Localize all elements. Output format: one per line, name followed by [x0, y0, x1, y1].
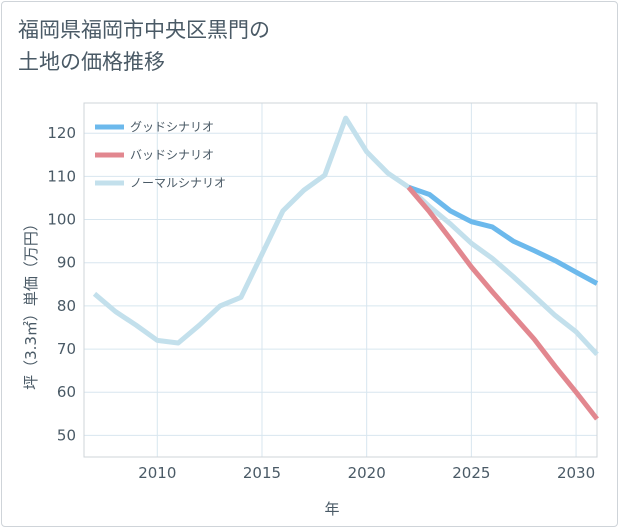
legend-label-good: グッドシナリオ [130, 120, 214, 134]
legend-label-bad: バッドシナリオ [130, 148, 214, 162]
x-tick-2025: 2025 [452, 464, 490, 482]
series-layer [92, 115, 599, 421]
chart-title: 福岡県福岡市中央区黒門の 土地の価格推移 [18, 14, 270, 78]
plot-area-border [83, 102, 598, 458]
x-tick-2020: 2020 [348, 464, 386, 482]
series-line-good [407, 184, 599, 286]
y-tick-80: 80 [57, 297, 76, 315]
x-tick-2015: 2015 [243, 464, 281, 482]
y-tick-50: 50 [57, 426, 76, 444]
chart-title-line-1: 福岡県福岡市中央区黒門の [18, 18, 270, 42]
y-tick-120: 120 [47, 124, 76, 142]
tick-labels: 50 60 70 80 90 100 110 120 2010 2015 2020 2025 2030 [47, 124, 595, 482]
y-tick-70: 70 [57, 340, 76, 358]
series-line-normal [92, 115, 599, 357]
grid [83, 102, 598, 458]
chart-title-line-2: 土地の価格推移 [18, 50, 165, 74]
legend: グッドシナリオ バッドシナリオ ノーマルシナリオ [95, 120, 226, 190]
x-axis-title: 年 [324, 500, 339, 518]
series-line-bad [406, 185, 599, 421]
legend-label-normal: ノーマルシナリオ [130, 176, 226, 190]
y-tick-110: 110 [47, 167, 76, 185]
y-tick-60: 60 [57, 383, 76, 401]
y-tick-100: 100 [47, 211, 76, 229]
x-tick-2010: 2010 [138, 464, 176, 482]
y-axis-title: 坪（3.3㎡）単価（万円） [22, 216, 40, 390]
y-tick-90: 90 [57, 254, 76, 272]
x-tick-2030: 2030 [557, 464, 595, 482]
